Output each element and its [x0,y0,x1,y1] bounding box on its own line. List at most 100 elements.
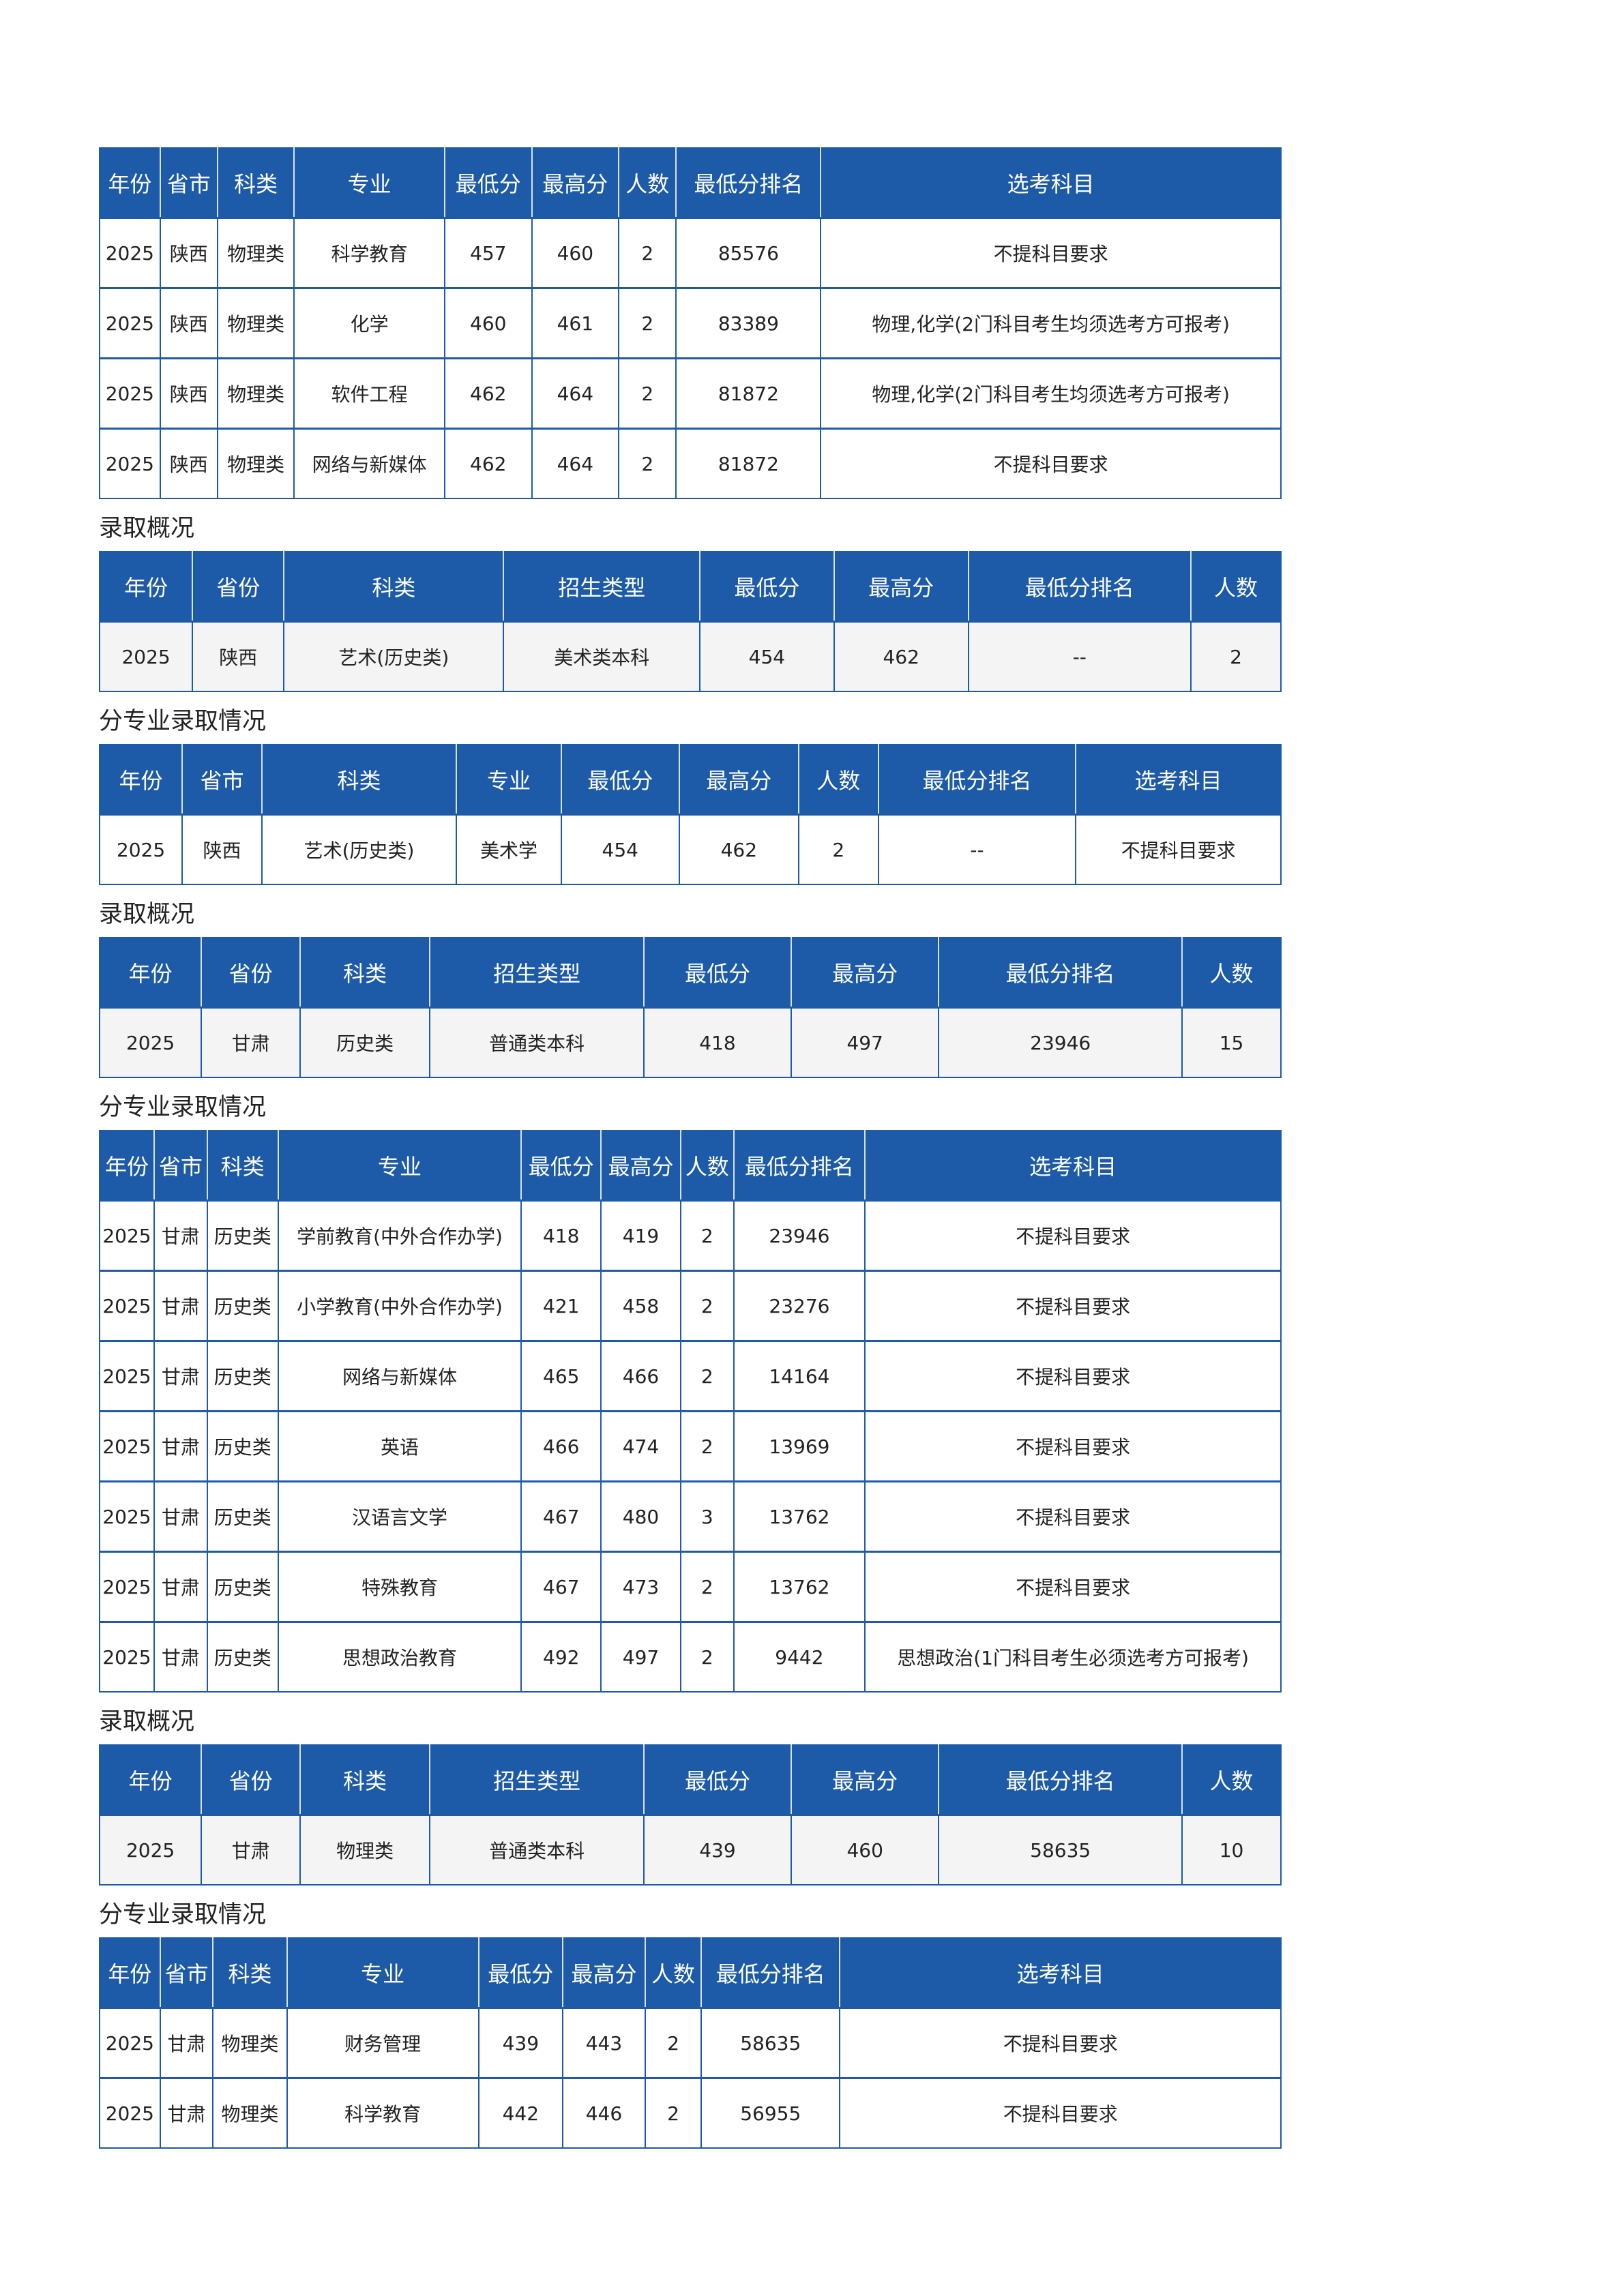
table-cell: 甘肃 [153,1340,207,1412]
table-row: 2025 陕西 艺术(历史类) 美术学 454 462 2 -- 不提科目要求 [100,814,1281,884]
column-header: 科类 [216,148,295,218]
table-header-row: 年份 省市 科类 专业 最低分 最高分 人数 最低分排名 选考科目 [100,148,1281,218]
table-cell: 23946 [733,1199,866,1271]
table-cell: 不提科目要求 [864,1340,1281,1412]
table-cell: 甘肃 [153,1621,207,1692]
detail-table: 年份 省市 科类 专业 最低分 最高分 人数 最低分排名 选考科目 2025 甘肃 物理类 财务管理 43… [99,1937,1282,2149]
column-header: 年份 [100,1938,160,2008]
table-cell: 83389 [675,287,821,359]
table-row: 2025 陕西 物理类 科学教育 457 460 2 85576 不提科目要求 [100,217,1281,288]
column-header: 最高分 [600,1131,681,1201]
table-cell: 2 [679,1621,734,1692]
column-header: 最高分 [791,938,939,1008]
table-cell: -- [877,814,1076,884]
table-cell: 软件工程 [293,357,445,429]
table-cell: 陕西 [159,428,218,498]
table-header-row: 年份 省份 科类 招生类型 最低分 最高分 最低分排名 人数 [100,552,1281,622]
table-header-row: 年份 省份 科类 招生类型 最低分 最高分 最低分排名 人数 [100,1745,1281,1815]
column-header: 专业 [286,1938,479,2008]
table-cell: 陕西 [192,621,284,691]
column-header: 科类 [299,938,430,1008]
table-cell: 2025 [100,357,160,429]
table-cell: 462 [678,814,799,884]
table-row: 2025 甘肃 物理类 财务管理 439 443 2 58635 不提科目要求 [100,2007,1281,2078]
column-header: 最低分 [643,938,792,1008]
column-header: 选考科目 [839,1938,1281,2008]
table-cell: 2025 [100,1814,202,1885]
column-header: 选考科目 [864,1131,1281,1201]
column-header: 科类 [206,1131,278,1201]
table-cell: 2 [1190,621,1281,691]
table-cell: 2025 [100,287,160,359]
table-cell: 2025 [100,814,183,884]
table-cell: 466 [600,1340,681,1412]
table-cell: 497 [600,1621,681,1692]
table-cell: 2 [679,1199,734,1271]
table-cell: 物理,化学(2门科目考生均须选考方可报考) [820,287,1281,359]
table-cell: 不提科目要求 [864,1410,1281,1482]
overview-table: 年份 省份 科类 招生类型 最低分 最高分 最低分排名 人数 2025 甘肃 历史类 普通类本科 418… [99,937,1282,1078]
section-title-admission-overview: 录取概况 [99,515,195,542]
table-cell: 物理类 [212,2007,287,2078]
table-header-row: 年份 省市 科类 专业 最低分 最高分 人数 最低分排名 选考科目 [100,1131,1281,1201]
column-header: 省市 [181,745,262,815]
table-cell: 思想政治(1门科目考生必须选考方可报考) [864,1621,1281,1692]
column-header: 最低分排名 [938,1745,1183,1815]
table-cell: 特殊教育 [277,1551,522,1622]
table-cell: 13762 [733,1480,866,1552]
table-cell: 不提科目要求 [839,2077,1281,2148]
table-cell: 454 [560,814,679,884]
table-cell: 陕西 [181,814,262,884]
table-cell: 2 [644,2007,702,2078]
table-cell: 汉语言文学 [277,1480,522,1552]
table-row: 2025 甘肃 历史类 英语 466 474 2 13969 不提科目要求 [100,1410,1281,1482]
table-cell: 2025 [100,2007,160,2078]
column-header: 专业 [456,745,561,815]
column-header: 招生类型 [503,552,700,622]
column-header: 最低分 [520,1131,602,1201]
column-header: 省市 [153,1131,207,1201]
table-row: 2025 甘肃 历史类 普通类本科 418 497 23946 15 [100,1007,1281,1077]
section-title-major-admission: 分专业录取情况 [99,708,267,735]
table-cell: 464 [531,428,619,498]
table-cell: 甘肃 [153,1410,207,1482]
table-row: 2025 甘肃 历史类 汉语言文学 467 480 3 13762 不提科目要求 [100,1480,1281,1552]
table-header-row: 年份 省份 科类 招生类型 最低分 最高分 最低分排名 人数 [100,938,1281,1008]
table-cell: 历史类 [206,1199,278,1271]
detail-table: 年份 省市 科类 专业 最低分 最高分 人数 最低分排名 选考科目 2025 陕西 艺术(历史类) 美术… [99,744,1282,885]
table-cell: 462 [443,428,532,498]
table-cell: 历史类 [206,1270,278,1341]
table-cell: 85576 [675,217,821,288]
table-cell: 科学教育 [286,2077,479,2148]
table-cell: 2 [618,287,677,359]
table-cell: 物理类 [212,2077,287,2148]
table-header-row: 年份 省市 科类 专业 最低分 最高分 人数 最低分排名 选考科目 [100,1938,1281,2008]
column-header: 最低分排名 [877,745,1076,815]
table-cell: 陕西 [159,217,218,288]
table-cell: 2025 [100,621,193,691]
table-cell: 美术类本科 [503,621,700,691]
table-cell: 419 [600,1199,681,1271]
table-cell: 物理类 [216,287,295,359]
column-header: 省市 [159,148,218,218]
table-cell: 446 [561,2077,645,2148]
table-cell: 460 [443,287,532,359]
table-cell: 2 [679,1340,734,1412]
column-header: 人数 [1181,938,1281,1008]
column-header: 最低分排名 [733,1131,866,1201]
detail-table: 年份 省市 科类 专业 最低分 最高分 人数 最低分排名 选考科目 2025 陕西 物理类 科学教育 45… [99,147,1282,499]
column-header: 年份 [100,552,193,622]
table-cell: 网络与新媒体 [277,1340,522,1412]
table-cell: 23946 [938,1007,1183,1077]
table-cell: 465 [520,1340,602,1412]
table-cell: 历史类 [299,1007,430,1077]
table-cell: 480 [600,1480,681,1552]
column-header: 人数 [679,1131,734,1201]
table-cell: 467 [520,1551,602,1622]
table-cell: 历史类 [206,1480,278,1552]
table-cell: 甘肃 [153,1551,207,1622]
table-cell: 历史类 [206,1340,278,1412]
table-cell: 460 [791,1814,939,1885]
table-cell: 2 [797,814,879,884]
table-cell: 81872 [675,357,821,429]
